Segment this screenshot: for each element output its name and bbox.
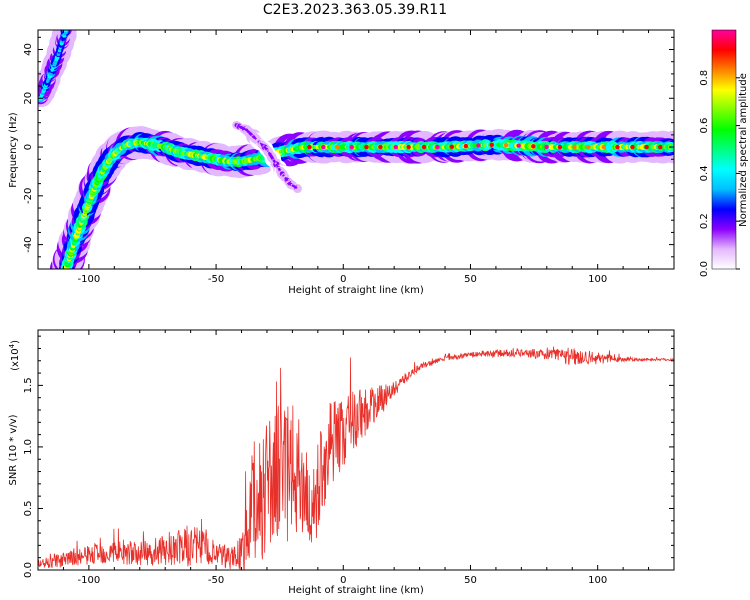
spectrogram-peak xyxy=(615,144,620,150)
spectrogram-peak xyxy=(364,144,369,150)
spectrogram-frame xyxy=(37,29,675,270)
spectrogram-ticks: -100 -50 0 50 100 -40 -20 0 20 40 xyxy=(23,30,675,285)
colorbar: 0.0 0.2 0.4 0.6 0.8 Normalized spectral ampl… xyxy=(699,29,749,277)
spectrogram-x-tick-label: 50 xyxy=(464,274,477,285)
spectrogram-peak xyxy=(435,144,440,150)
spectrogram-x-label: Height of straight line (km) xyxy=(288,285,424,296)
spectrogram-peak xyxy=(406,144,411,150)
colorbar-tick-label: 0.8 xyxy=(699,70,710,86)
spectrogram-x-tick-label: 0 xyxy=(340,274,346,285)
snr-ticks: -100 -50 0 50 100 0.0 0.5 1.0 1.5 xyxy=(23,330,675,586)
spectrogram-peak xyxy=(544,144,549,150)
spectrogram-peak xyxy=(307,144,312,150)
snr-y-tick-label: 0.0 xyxy=(23,562,34,578)
spectrogram-peak xyxy=(489,142,494,148)
spectrogram-peak xyxy=(321,144,326,150)
spectrogram-peak xyxy=(586,144,591,150)
spectrogram-x-tick-label: -50 xyxy=(208,274,224,285)
spectrogram-peak xyxy=(421,144,427,150)
colorbar-tick-label: 0.6 xyxy=(699,118,710,134)
spectrogram-y-tick-label: 0 xyxy=(23,144,34,150)
snr-multiplier-close: ) xyxy=(10,340,21,344)
snr-y-label: SNR (10 * v/v) xyxy=(8,414,19,485)
snr-y-tick-label: 1.5 xyxy=(23,377,34,393)
spectrogram-peak xyxy=(658,144,663,150)
spectrogram-peak xyxy=(463,143,469,149)
spectrogram-peak xyxy=(449,144,455,149)
figure-title: C2E3.2023.363.05.39.R11 xyxy=(263,2,447,18)
spectrogram-peak xyxy=(572,144,577,150)
spectrogram-peak xyxy=(531,144,536,149)
colorbar-tick-label: 0.0 xyxy=(699,261,710,277)
snr-series-line xyxy=(38,346,674,570)
spectrogram-cell xyxy=(63,30,69,33)
snr-x-tick-label: -100 xyxy=(78,575,101,586)
spectrogram-cell xyxy=(296,187,299,190)
snr-multiplier-base: (x10 xyxy=(10,348,21,371)
snr-y-tick-label: 0.5 xyxy=(23,501,34,517)
spectrogram-peak xyxy=(557,144,563,150)
spectrogram-peak xyxy=(334,144,340,150)
snr-y-tick-label: 1.0 xyxy=(23,439,34,455)
spectrogram-y-tick-label: 40 xyxy=(23,43,34,56)
spectrogram-peak xyxy=(503,142,509,148)
colorbar-ticks: 0.0 0.2 0.4 0.6 0.8 xyxy=(699,70,740,277)
spectrogram-peak xyxy=(378,144,383,150)
snr-multiplier: (x104) xyxy=(8,340,21,371)
colorbar-tick-label: 0.2 xyxy=(699,213,710,229)
spectrogram-y-tick-label: 20 xyxy=(23,92,34,105)
snr-x-label: Height of straight line (km) xyxy=(288,585,424,596)
spectrogram-ridges xyxy=(38,30,674,269)
spectrogram-y-tick-label: -40 xyxy=(23,236,34,252)
colorbar-gradient xyxy=(711,29,737,270)
colorbar-label: Normalized spectral amplitude xyxy=(738,73,749,227)
snr-frame xyxy=(37,329,675,571)
colorbar-tick-label: 0.4 xyxy=(699,165,710,181)
spectrogram-peak xyxy=(476,143,481,148)
spectrogram-peak xyxy=(630,144,635,150)
spectrogram-heatmap xyxy=(38,30,674,269)
snr-line-layer xyxy=(38,346,674,570)
spectrogram-peak xyxy=(516,143,521,148)
spectrogram-panel: -100 -50 0 50 100 -40 -20 0 20 40 Height of strai… xyxy=(8,29,675,296)
spectrogram-peak xyxy=(393,144,399,150)
spectrogram-peak xyxy=(601,144,607,150)
spectrogram-y-label: Frequency (Hz) xyxy=(8,112,19,188)
snr-x-tick-label: 0 xyxy=(340,575,346,586)
snr-x-tick-label: 100 xyxy=(588,575,607,586)
spectrogram-peak xyxy=(644,144,649,150)
spectrogram-x-tick-label: 100 xyxy=(588,274,607,285)
spectrogram-x-tick-label: -100 xyxy=(78,274,101,285)
snr-x-tick-label: -50 xyxy=(208,575,224,586)
spectrogram-y-tick-label: -20 xyxy=(23,188,34,204)
snr-x-tick-label: 50 xyxy=(464,575,477,586)
snr-multiplier-exp: 4 xyxy=(8,343,16,348)
snr-panel: -100 -50 0 50 100 0.0 0.5 1.0 1.5 Height of stra… xyxy=(8,329,675,596)
spectrogram-peak xyxy=(349,144,355,150)
